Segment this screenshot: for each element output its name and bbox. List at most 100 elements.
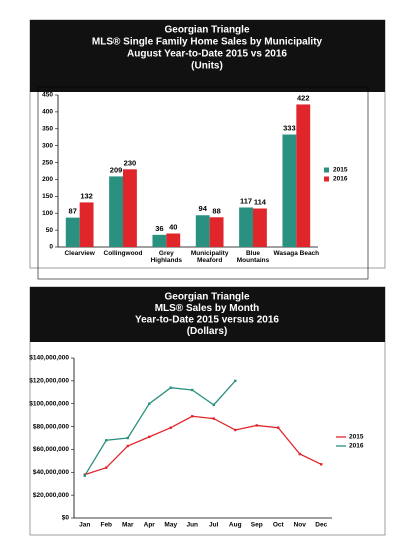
x-tick-label: Feb <box>100 522 112 529</box>
line <box>84 380 236 477</box>
y-tick-label: 400 <box>42 109 53 116</box>
y-tick-label: 450 <box>42 92 53 99</box>
y-tick-label: $120,000,000 <box>29 378 69 385</box>
x-tick-label: Oct <box>273 522 285 529</box>
bar <box>152 234 167 247</box>
marker <box>169 386 172 389</box>
bar <box>79 202 94 247</box>
data-label: 333 <box>283 124 296 133</box>
x-tick-label: May <box>164 522 177 529</box>
marker <box>126 444 129 448</box>
x-tick-label: Nov <box>294 522 307 529</box>
data-label: 36 <box>155 224 163 233</box>
marker <box>105 439 108 442</box>
x-tick-label: Grey Highlands <box>150 250 183 264</box>
y-tick-label: 300 <box>42 142 53 149</box>
chart-header <box>30 20 385 92</box>
marker <box>277 426 280 429</box>
bar <box>282 134 297 247</box>
bar <box>195 215 210 247</box>
marker <box>234 428 237 432</box>
y-tick-label: $60,000,000 <box>33 446 70 453</box>
legend-label: 2015 <box>333 167 348 174</box>
x-tick-label: Apr <box>144 522 156 529</box>
bar <box>109 176 123 247</box>
data-label: 209 <box>110 165 123 174</box>
y-tick-label: 350 <box>42 125 53 132</box>
data-label: 87 <box>69 207 77 216</box>
bar <box>239 207 253 247</box>
y-tick-label: 150 <box>42 193 53 200</box>
x-tick-label: Mar <box>122 522 134 529</box>
bar <box>253 208 267 247</box>
legend-label: 2015 <box>349 434 364 441</box>
data-label: 114 <box>254 197 267 206</box>
data-label: 117 <box>240 196 252 205</box>
x-tick-label: Collingwood <box>103 250 143 257</box>
y-tick-label: 0 <box>49 244 53 251</box>
y-tick-label: $20,000,000 <box>33 492 70 499</box>
bar <box>65 217 80 247</box>
data-label: 422 <box>297 93 310 102</box>
data-label: 132 <box>80 191 93 200</box>
x-tick-label: Sep <box>251 522 263 529</box>
y-tick-label: $140,000,000 <box>29 355 69 362</box>
marker <box>148 402 151 405</box>
x-tick-label: Wasaga Beach <box>273 250 320 257</box>
data-label: 230 <box>124 158 137 167</box>
x-tick-label: Aug <box>229 522 242 529</box>
marker <box>212 417 215 420</box>
bar <box>166 233 181 247</box>
marker <box>169 426 172 429</box>
y-tick-label: $40,000,000 <box>33 469 70 476</box>
x-tick-label: Blue Mountains <box>236 250 270 264</box>
bar <box>209 217 224 247</box>
y-tick-label: $0 <box>62 515 70 522</box>
x-tick-label: Jan <box>79 522 90 529</box>
bar <box>123 169 137 247</box>
chart-title: August Year-to-Date 2015 vs 2016 <box>127 49 287 60</box>
legend-label: 2016 <box>349 443 364 450</box>
marker <box>320 463 323 466</box>
chart-title: (Dollars) <box>187 326 228 337</box>
x-tick-label: Clearview <box>64 250 95 257</box>
plot-frame <box>37 86 369 280</box>
y-tick-label: $80,000,000 <box>33 423 70 430</box>
legend-label: 2016 <box>333 176 348 183</box>
marker <box>191 415 194 418</box>
data-label: 40 <box>169 222 177 231</box>
marker <box>148 435 151 439</box>
y-tick-label: 200 <box>42 176 53 183</box>
x-tick-label: Jun <box>186 522 198 529</box>
marker <box>234 379 237 383</box>
x-tick-label: Jul <box>209 522 219 529</box>
marker <box>255 424 258 427</box>
chart-title: MLS® Single Family Home Sales by Municip… <box>92 37 323 48</box>
marker <box>126 436 129 440</box>
y-tick-label: $100,000,000 <box>29 400 69 407</box>
x-tick-label: Dec <box>315 522 327 529</box>
line <box>84 415 322 476</box>
data-label: 88 <box>212 206 220 215</box>
chart-title: Georgian Triangle <box>164 25 249 36</box>
y-tick-label: 100 <box>42 210 53 217</box>
bar <box>296 104 311 247</box>
marker <box>83 474 86 477</box>
chart-title: (Units) <box>191 61 223 72</box>
data-label: 94 <box>199 204 208 213</box>
marker <box>298 452 301 456</box>
legend-swatch <box>324 167 329 173</box>
marker <box>105 466 108 469</box>
marker <box>212 403 215 407</box>
legend-swatch <box>324 176 329 182</box>
chart-title: Georgian Triangle <box>164 292 249 303</box>
x-tick-label: Municipality Meaford <box>190 250 229 264</box>
chart-title: MLS® Sales by Month <box>155 303 260 314</box>
y-tick-label: 50 <box>46 227 54 234</box>
y-tick-label: 250 <box>42 159 53 166</box>
marker <box>191 388 194 392</box>
chart-header <box>30 287 385 342</box>
chart-title: Year-to-Date 2015 versus 2016 <box>135 315 279 326</box>
